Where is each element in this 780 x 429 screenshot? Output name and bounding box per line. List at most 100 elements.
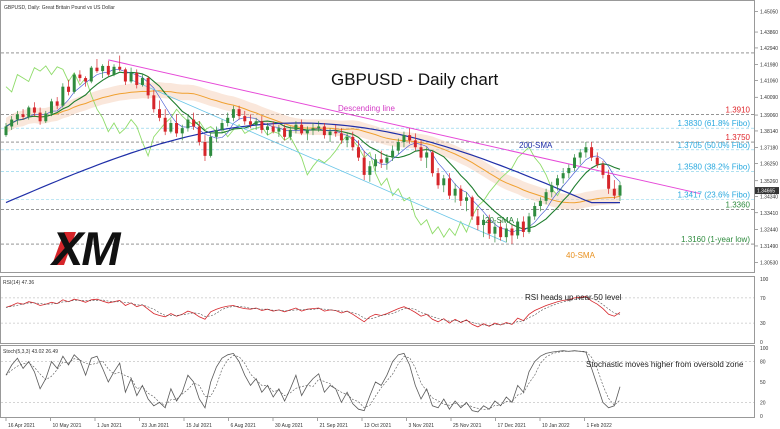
- sma200-label: 200-SMA: [519, 141, 553, 150]
- candle-body: [453, 188, 457, 196]
- stoch-signal-line: [5, 350, 621, 410]
- candle-body: [413, 140, 417, 148]
- price-tick-label: 1.35260: [760, 179, 778, 185]
- candle-body: [385, 157, 389, 163]
- candle-body: [436, 173, 440, 186]
- candle-body: [601, 164, 605, 175]
- candle-body: [237, 109, 241, 117]
- candle-body: [567, 167, 571, 174]
- candle-body: [561, 173, 565, 179]
- candle-body: [197, 126, 201, 143]
- price-tick-label: 1.42940: [760, 46, 778, 52]
- candle-body: [78, 74, 82, 79]
- date-tick-label: 13 Oct 2021: [364, 423, 391, 429]
- stoch-line: [5, 350, 621, 413]
- date-tick-label: 25 Nov 2021: [453, 423, 482, 429]
- date-tick-label: 21 Sep 2021: [320, 423, 349, 429]
- candle-body: [544, 192, 548, 201]
- candle-body: [521, 221, 525, 232]
- candle-body: [590, 147, 594, 158]
- level-label: 1.3910: [726, 105, 751, 114]
- rsi-panel-frame: [0, 276, 755, 344]
- candle-body: [38, 112, 42, 122]
- candle-body: [533, 206, 537, 217]
- date-tick-label: 30 Aug 2021: [275, 423, 303, 429]
- price-tick-label: 1.45050: [760, 9, 778, 15]
- candle-body: [618, 185, 622, 196]
- stoch-annotation: Stochastic moves higher from oversold zo…: [586, 360, 744, 369]
- candle-body: [72, 74, 76, 92]
- level-label: 1.3580 (38.2% Fibo): [678, 162, 751, 171]
- candle-body: [317, 126, 321, 129]
- candle-body: [89, 67, 93, 82]
- candle-body: [243, 116, 247, 122]
- price-tick-label: 1.43860: [760, 30, 778, 36]
- candle-body: [465, 197, 468, 201]
- candle-body: [470, 197, 474, 217]
- price-tick-label: 1.40090: [760, 95, 778, 101]
- candle-body: [368, 166, 372, 175]
- candle-body: [459, 188, 463, 201]
- candle-body: [10, 119, 14, 127]
- candle-body: [527, 216, 531, 232]
- descending-line-label: Descending line: [338, 104, 395, 113]
- candle-body: [231, 109, 235, 118]
- stoch-tick-label: 50: [760, 380, 766, 386]
- stoch-tick-label: 100: [760, 346, 769, 352]
- candle-body: [67, 86, 71, 92]
- level-label: 1.3360: [726, 200, 751, 209]
- candle-body: [146, 78, 150, 96]
- candle-body: [118, 66, 122, 70]
- date-tick-label: 23 Jun 2021: [142, 423, 170, 429]
- descending-trendline: [108, 59, 701, 195]
- candle-body: [510, 228, 514, 236]
- candle-body: [140, 78, 144, 85]
- rsi-tick-label: 0: [760, 340, 763, 346]
- candle-body: [391, 150, 395, 158]
- candle-body: [175, 123, 179, 134]
- price-tick-label: 1.34340: [760, 195, 778, 201]
- level-label: 1.3830 (61.8% Fibo): [678, 119, 751, 128]
- price-tick-label: 1.41980: [760, 63, 778, 69]
- candle-body: [351, 136, 355, 148]
- rsi-signal-line: [5, 296, 621, 326]
- candle-body: [294, 124, 298, 130]
- candle-body: [49, 101, 53, 114]
- candle-body: [430, 152, 434, 174]
- candle-body: [499, 226, 503, 238]
- candle-body: [328, 131, 332, 136]
- candle-body: [106, 65, 110, 75]
- candle-body: [15, 114, 19, 120]
- logo-text: XM: [49, 222, 121, 275]
- stoch-tick-label: 80: [760, 360, 766, 366]
- date-tick-label: 17 Dec 2021: [498, 423, 527, 429]
- candle-body: [101, 65, 105, 72]
- date-axis: 16 Apr 2021 10 May 2021 1 Jun 2021 23 Jun 2…: [5, 418, 612, 429]
- candle-body: [334, 131, 338, 134]
- logo-red-stroke: [52, 232, 76, 265]
- rsi-tick-label: 70: [760, 296, 766, 302]
- candle-body: [214, 129, 218, 137]
- candle-body: [248, 121, 252, 125]
- candle-body: [607, 174, 611, 189]
- candle-body: [345, 136, 349, 141]
- price-tick-label: 1.31490: [760, 244, 778, 250]
- price-tick-label: 1.38140: [760, 129, 778, 135]
- candle-body: [158, 109, 161, 118]
- price-tick-label: 1.32440: [760, 228, 778, 234]
- candle-body: [300, 124, 304, 134]
- candle-body: [538, 200, 542, 207]
- candle-body: [254, 121, 258, 125]
- candle-body: [180, 128, 184, 134]
- candle-body: [32, 107, 36, 113]
- xm-logo: XM: [49, 222, 123, 275]
- candle-body: [612, 188, 616, 196]
- current-price-marker: [755, 187, 779, 195]
- lower-channel-line: [130, 79, 507, 243]
- date-tick-label: 1 Jun 2021: [97, 423, 122, 429]
- candle-body: [402, 135, 406, 143]
- price-tick-label: 1.30530: [760, 261, 778, 267]
- lagging-span-line: [5, 65, 564, 238]
